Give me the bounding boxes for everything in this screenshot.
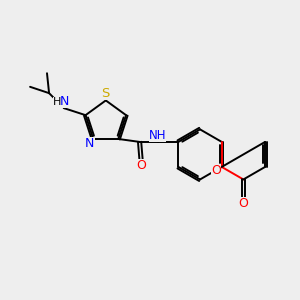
- Text: O: O: [211, 164, 221, 177]
- Text: N: N: [59, 95, 69, 108]
- Text: H: H: [52, 97, 61, 107]
- Text: N: N: [85, 137, 94, 150]
- Text: O: O: [238, 197, 248, 210]
- Text: O: O: [136, 159, 146, 172]
- Text: S: S: [102, 88, 110, 100]
- Text: NH: NH: [149, 129, 166, 142]
